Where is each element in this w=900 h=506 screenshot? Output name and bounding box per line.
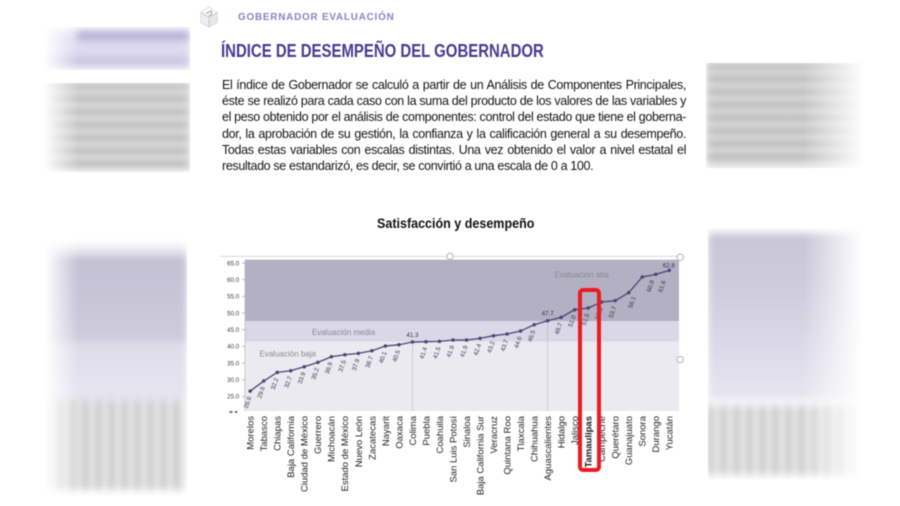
svg-text:Jalisco: Jalisco	[570, 416, 581, 445]
svg-text:29.6: 29.6	[256, 385, 267, 399]
svg-text:62.8: 62.8	[663, 263, 676, 270]
svg-text:45.0: 45.0	[227, 327, 240, 334]
svg-text:Colima: Colima	[408, 415, 419, 445]
svg-text:San Luis Potosí: San Luis Potosí	[448, 416, 459, 483]
svg-text:56.1: 56.1	[627, 295, 638, 309]
svg-text:36.9: 36.9	[324, 361, 335, 375]
svg-text:Tabasco: Tabasco	[259, 416, 270, 451]
svg-text:Baja California: Baja California	[286, 415, 297, 477]
svg-text:40.1: 40.1	[378, 350, 389, 364]
svg-text:42.4: 42.4	[473, 343, 484, 357]
svg-text:Aguascalientes: Aguascalientes	[543, 416, 554, 481]
svg-text:65.0: 65.0	[227, 260, 240, 267]
svg-text:Nayarit: Nayarit	[381, 416, 392, 446]
svg-text:35.2: 35.2	[310, 367, 321, 381]
svg-text:37.9: 37.9	[351, 358, 362, 372]
svg-text:33.9: 33.9	[297, 371, 308, 385]
svg-text:47.7: 47.7	[542, 310, 555, 317]
svg-text:Veracruz: Veracruz	[489, 416, 500, 454]
svg-text:50.0: 50.0	[227, 310, 240, 317]
svg-text:Puebla: Puebla	[421, 415, 432, 445]
svg-text:38.7: 38.7	[364, 355, 375, 369]
svg-text:Morelos: Morelos	[246, 416, 257, 450]
svg-text:40.5: 40.5	[391, 349, 402, 363]
svg-text:Guanajuato: Guanajuato	[624, 416, 635, 465]
svg-text:41.9: 41.9	[446, 344, 457, 358]
svg-text:46.5: 46.5	[527, 329, 538, 343]
svg-text:Evaluación baja: Evaluación baja	[260, 350, 317, 359]
svg-text:40.0: 40.0	[227, 344, 240, 351]
svg-text:41.3: 41.3	[406, 332, 419, 339]
svg-text:60.8: 60.8	[646, 279, 657, 293]
svg-text:61.6: 61.6	[657, 279, 668, 293]
svg-text:Baja California Sur: Baja California Sur	[475, 416, 486, 495]
svg-text:Evaluación alta: Evaluación alta	[555, 271, 610, 280]
svg-text:Sonora: Sonora	[638, 415, 649, 446]
svg-text:35.0: 35.0	[227, 360, 240, 367]
svg-text:55.0: 55.0	[227, 294, 240, 301]
svg-text:43.7: 43.7	[500, 338, 511, 352]
svg-text:Oaxaca: Oaxaca	[394, 415, 405, 448]
svg-text:60.0: 60.0	[227, 277, 240, 284]
svg-text:Chiapas: Chiapas	[273, 416, 284, 451]
svg-text:32.2: 32.2	[270, 377, 281, 391]
svg-text:Sinaloa: Sinaloa	[462, 415, 473, 447]
svg-text:25.0: 25.0	[227, 394, 240, 401]
svg-text:Zacatecas: Zacatecas	[367, 416, 378, 460]
svg-text:Guerrero: Guerrero	[313, 416, 324, 454]
svg-text:Coahuila: Coahuila	[435, 415, 446, 453]
svg-text:Querétaro: Querétaro	[611, 416, 622, 459]
svg-text:Evaluación media: Evaluación media	[312, 328, 376, 337]
svg-text:Yucatán: Yucatán	[665, 416, 676, 450]
svg-text:51.0: 51.0	[567, 314, 578, 328]
svg-text:Estado de México: Estado de México	[340, 416, 351, 492]
svg-text:Ciudad de México: Ciudad de México	[300, 416, 311, 492]
svg-text:32.7: 32.7	[283, 375, 294, 389]
svg-text:41.5: 41.5	[432, 346, 443, 360]
svg-text:Tamaulipas: Tamaulipas	[584, 416, 595, 468]
svg-text:Chihuahua: Chihuahua	[530, 415, 541, 462]
svg-text:30.0: 30.0	[227, 377, 240, 384]
svg-text:41.4: 41.4	[419, 346, 430, 360]
svg-text:43.2: 43.2	[486, 340, 497, 354]
svg-text:Durango: Durango	[651, 416, 662, 452]
svg-text:44.6: 44.6	[513, 335, 524, 349]
svg-text:Hidalgo: Hidalgo	[557, 416, 568, 448]
svg-text:Michoacán: Michoacán	[327, 416, 338, 462]
svg-text:Tlaxcala: Tlaxcala	[516, 415, 527, 451]
svg-text:51.5: 51.5	[581, 312, 592, 326]
svg-text:48.7: 48.7	[554, 322, 565, 336]
svg-text:26.6: 26.6	[243, 395, 254, 409]
svg-text:41.9: 41.9	[459, 344, 470, 358]
svg-text:Nuevo León: Nuevo León	[354, 416, 365, 467]
svg-text:53.7: 53.7	[608, 305, 619, 319]
svg-text:Campeche: Campeche	[597, 416, 608, 462]
svg-text:Quintana Roo: Quintana Roo	[502, 416, 513, 475]
svg-text:37.5: 37.5	[337, 359, 348, 373]
